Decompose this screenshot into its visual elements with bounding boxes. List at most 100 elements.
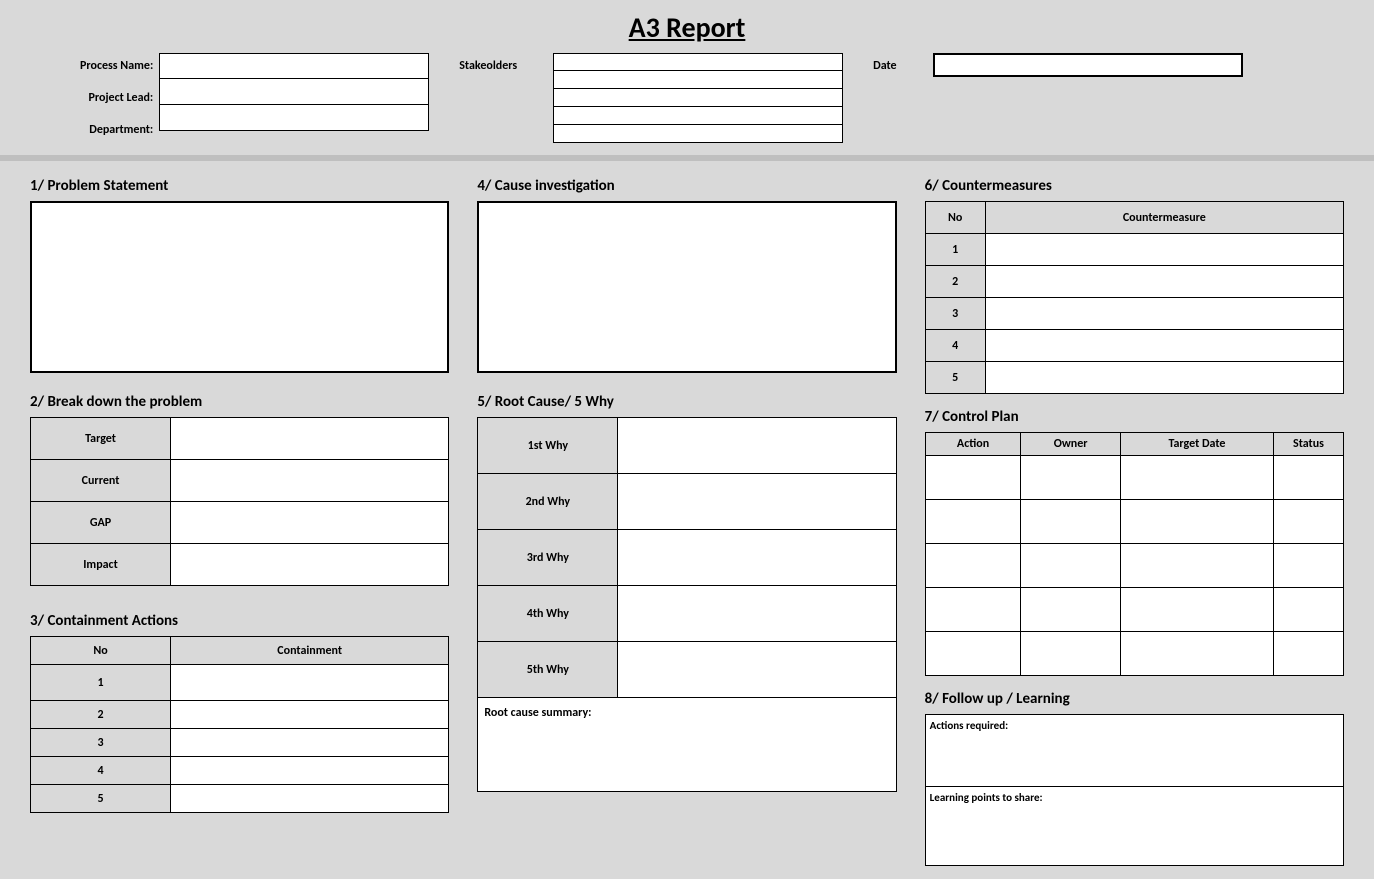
- why-2-value[interactable]: [618, 474, 896, 530]
- control-action-header: Action: [925, 433, 1021, 456]
- control-r3-date[interactable]: [1120, 544, 1273, 588]
- counter-header: Countermeasure: [985, 202, 1343, 234]
- breakdown-target-value[interactable]: [171, 418, 449, 460]
- breakdown-table: Target Current GAP Impact: [30, 417, 449, 586]
- counter-row-4-value[interactable]: [985, 330, 1343, 362]
- breakdown-target-label: Target: [31, 418, 171, 460]
- root-cause-summary-label: Root cause summary:: [478, 698, 896, 728]
- why-4-label: 4th Why: [478, 586, 618, 642]
- label-process-name: Process Name:: [80, 53, 153, 79]
- label-department: Department:: [80, 117, 153, 143]
- containment-no-header: No: [31, 637, 171, 665]
- control-r5-date[interactable]: [1120, 632, 1273, 676]
- why-1-label: 1st Why: [478, 418, 618, 474]
- containment-row-5-no: 5: [31, 785, 171, 813]
- five-why-table: 1st Why 2nd Why 3rd Why 4th Why 5th Why …: [477, 417, 896, 792]
- breakdown-gap-label: GAP: [31, 502, 171, 544]
- control-r5-owner[interactable]: [1021, 632, 1120, 676]
- control-owner-header: Owner: [1021, 433, 1120, 456]
- containment-row-2-no: 2: [31, 701, 171, 729]
- process-name-input[interactable]: [159, 53, 429, 79]
- control-r1-status[interactable]: [1273, 456, 1343, 500]
- why-5-value[interactable]: [618, 642, 896, 698]
- problem-statement-box[interactable]: [30, 201, 449, 373]
- countermeasures-table: NoCountermeasure 1 2 3 4 5: [925, 201, 1344, 394]
- project-lead-input[interactable]: [159, 79, 429, 105]
- root-cause-summary-value[interactable]: [478, 728, 896, 792]
- section-1-title: 1/ Problem Statement: [30, 177, 449, 195]
- counter-row-1-value[interactable]: [985, 234, 1343, 266]
- department-input[interactable]: [159, 105, 429, 131]
- why-2-label: 2nd Why: [478, 474, 618, 530]
- breakdown-impact-label: Impact: [31, 544, 171, 586]
- counter-row-2-value[interactable]: [985, 266, 1343, 298]
- section-2-title: 2/ Break down the problem: [30, 393, 449, 411]
- header-row: Process Name: Project Lead: Department: …: [30, 53, 1344, 143]
- counter-row-5-no: 5: [925, 362, 985, 394]
- breakdown-gap-value[interactable]: [171, 502, 449, 544]
- date-input[interactable]: [933, 53, 1243, 77]
- stakeholder-input-5[interactable]: [553, 125, 843, 143]
- containment-row-1-value[interactable]: [171, 665, 449, 701]
- stakeholder-input-3[interactable]: [553, 89, 843, 107]
- label-stakeholders: Stakeolders: [459, 53, 517, 79]
- control-r3-owner[interactable]: [1021, 544, 1120, 588]
- label-project-lead: Project Lead:: [80, 85, 153, 111]
- control-r2-action[interactable]: [925, 500, 1021, 544]
- label-date: Date: [873, 53, 896, 79]
- stakeholder-input-4[interactable]: [553, 107, 843, 125]
- control-status-header: Status: [1273, 433, 1343, 456]
- control-r5-action[interactable]: [925, 632, 1021, 676]
- control-r4-status[interactable]: [1273, 588, 1343, 632]
- cause-investigation-box[interactable]: [477, 201, 896, 373]
- counter-row-5-value[interactable]: [985, 362, 1343, 394]
- divider: [0, 155, 1374, 161]
- breakdown-impact-value[interactable]: [171, 544, 449, 586]
- section-6-title: 6/ Countermeasures: [925, 177, 1344, 195]
- counter-no-header: No: [925, 202, 985, 234]
- counter-row-4-no: 4: [925, 330, 985, 362]
- counter-row-2-no: 2: [925, 266, 985, 298]
- containment-row-4-value[interactable]: [171, 757, 449, 785]
- containment-row-2-value[interactable]: [171, 701, 449, 729]
- section-7-title: 7/ Control Plan: [925, 408, 1344, 426]
- containment-row-3-value[interactable]: [171, 729, 449, 757]
- control-r3-action[interactable]: [925, 544, 1021, 588]
- containment-row-4-no: 4: [31, 757, 171, 785]
- counter-row-1-no: 1: [925, 234, 985, 266]
- why-3-value[interactable]: [618, 530, 896, 586]
- control-r5-status[interactable]: [1273, 632, 1343, 676]
- learning-points-box[interactable]: Learning points to share:: [925, 786, 1344, 866]
- section-4-title: 4/ Cause investigation: [477, 177, 896, 195]
- control-r2-date[interactable]: [1120, 500, 1273, 544]
- containment-row-3-no: 3: [31, 729, 171, 757]
- why-5-label: 5th Why: [478, 642, 618, 698]
- breakdown-current-value[interactable]: [171, 460, 449, 502]
- counter-row-3-value[interactable]: [985, 298, 1343, 330]
- why-1-value[interactable]: [618, 418, 896, 474]
- control-r4-action[interactable]: [925, 588, 1021, 632]
- stakeholder-input-2[interactable]: [553, 71, 843, 89]
- control-r4-date[interactable]: [1120, 588, 1273, 632]
- counter-row-3-no: 3: [925, 298, 985, 330]
- control-r1-date[interactable]: [1120, 456, 1273, 500]
- actions-required-box[interactable]: Actions required:: [925, 714, 1344, 786]
- why-3-label: 3rd Why: [478, 530, 618, 586]
- section-5-title: 5/ Root Cause/ 5 Why: [477, 393, 896, 411]
- control-r2-owner[interactable]: [1021, 500, 1120, 544]
- containment-row-1-no: 1: [31, 665, 171, 701]
- section-8-title: 8/ Follow up / Learning: [925, 690, 1344, 708]
- control-r2-status[interactable]: [1273, 500, 1343, 544]
- control-r1-owner[interactable]: [1021, 456, 1120, 500]
- breakdown-current-label: Current: [31, 460, 171, 502]
- containment-header: Containment: [171, 637, 449, 665]
- control-r4-owner[interactable]: [1021, 588, 1120, 632]
- control-r3-status[interactable]: [1273, 544, 1343, 588]
- why-4-value[interactable]: [618, 586, 896, 642]
- stakeholder-input-1[interactable]: [553, 53, 843, 71]
- control-r1-action[interactable]: [925, 456, 1021, 500]
- containment-table: NoContainment 1 2 3 4 5: [30, 636, 449, 813]
- containment-row-5-value[interactable]: [171, 785, 449, 813]
- control-date-header: Target Date: [1120, 433, 1273, 456]
- report-title: A3 Report: [30, 10, 1344, 45]
